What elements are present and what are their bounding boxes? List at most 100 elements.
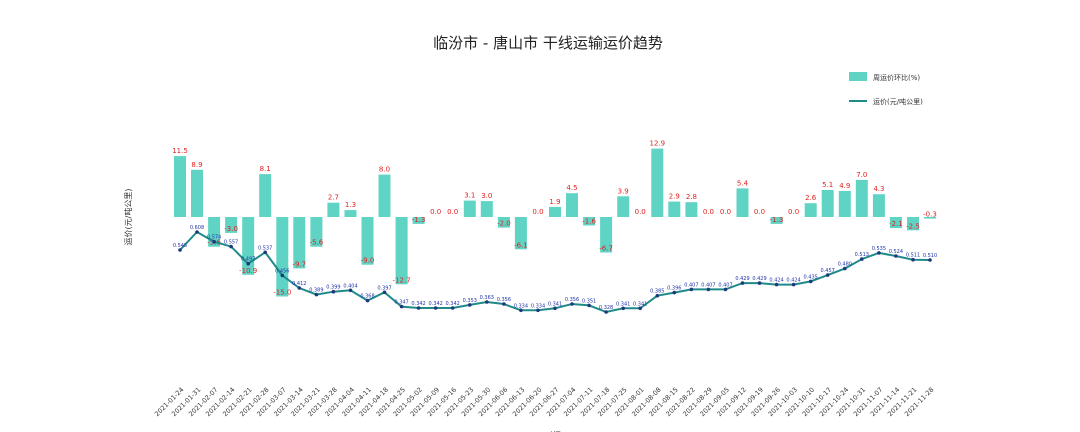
- line-point-label: 0.342: [411, 301, 425, 307]
- bar-label: -9.0: [361, 257, 375, 265]
- price-line: [179, 230, 931, 314]
- bar-label: 2.8: [686, 193, 697, 201]
- line-point-label: 0.510: [923, 253, 937, 259]
- bar-label: 4.9: [839, 182, 850, 190]
- bar: [549, 206, 561, 217]
- bar: [225, 217, 238, 233]
- line-point: [672, 290, 677, 295]
- bar-label: -2.5: [906, 222, 920, 230]
- bar: [293, 217, 306, 269]
- bar: [276, 217, 289, 297]
- line-point: [587, 303, 591, 308]
- bar: [651, 148, 664, 217]
- bar: [821, 190, 834, 217]
- bar-label: 3.1: [464, 192, 475, 200]
- line-point-label: 0.424: [769, 278, 783, 284]
- line-point-label: 0.407: [701, 282, 715, 288]
- line-point: [416, 306, 421, 310]
- line-point: [825, 273, 830, 277]
- line-point: [928, 258, 932, 262]
- line-point-label: 0.396: [667, 286, 681, 292]
- line-point-label: 0.341: [548, 301, 562, 307]
- line-point: [519, 308, 523, 313]
- bar-label: -0.3: [923, 211, 937, 219]
- bar: [872, 194, 885, 217]
- bar: [855, 179, 868, 217]
- bar-label: 2.7: [328, 194, 339, 202]
- line-point-label: 0.429: [752, 276, 766, 282]
- line-point-label: 0.429: [735, 276, 749, 282]
- legend-bar-label: 周运价环比(%): [873, 73, 920, 82]
- line-point: [774, 282, 779, 287]
- line-point-label: 0.334: [514, 303, 528, 309]
- line-point: [450, 306, 455, 310]
- bar-label: 5.4: [737, 179, 749, 187]
- bar-label: 2.6: [805, 194, 817, 202]
- line-point-label: 0.524: [889, 249, 903, 255]
- line-point: [911, 257, 915, 262]
- legend: 周运价环比(%) 运价(元/吨公里): [849, 72, 923, 106]
- line-point-label: 0.356: [565, 297, 579, 303]
- bar-label: 8.9: [191, 161, 202, 169]
- bar-label: -2.0: [497, 220, 511, 228]
- line-point-label: 0.545: [173, 243, 187, 249]
- line-point: [638, 306, 642, 311]
- bar-label: 7.0: [856, 171, 867, 179]
- bar-data-labels: 11.58.9-5.6-3.0-10.98.1-15.0-9.7-5.62.71…: [172, 140, 937, 297]
- line-point-label: 0.407: [718, 282, 732, 288]
- line-point-label: 0.385: [650, 289, 664, 295]
- line-point: [229, 244, 233, 249]
- line-point: [314, 292, 319, 297]
- bar-label: -2.1: [889, 220, 903, 228]
- line-point: [877, 251, 881, 255]
- bar-label: -5.6: [310, 239, 324, 247]
- bar: [566, 193, 578, 217]
- bar: [395, 217, 408, 285]
- bar-label: -10.9: [239, 267, 257, 275]
- line-point-label: 0.389: [309, 288, 323, 294]
- line-point: [468, 303, 472, 307]
- line-point: [280, 273, 285, 278]
- line-point-label: 0.347: [394, 300, 408, 306]
- bar-label: 1.9: [549, 198, 560, 206]
- bar-label: 0.0: [430, 208, 441, 216]
- bar: [463, 200, 476, 217]
- bar: [770, 217, 783, 224]
- line-point: [348, 288, 353, 293]
- line-series: [178, 230, 932, 314]
- line-point: [365, 298, 370, 303]
- line-point: [894, 254, 898, 258]
- line-point: [485, 300, 489, 304]
- line-point: [246, 261, 250, 266]
- line-point-label: 0.328: [599, 305, 613, 311]
- line-point-label: 0.341: [616, 301, 630, 307]
- bar: [804, 203, 817, 217]
- line-point: [843, 266, 847, 271]
- line-point-label: 0.351: [582, 298, 596, 304]
- line-point-label: 0.537: [258, 245, 272, 251]
- bar: [583, 217, 596, 226]
- bar-label: 0.0: [788, 208, 799, 216]
- line-point: [536, 308, 540, 313]
- bar: [736, 188, 749, 217]
- bar: [327, 202, 340, 217]
- bar-label: -1.6: [582, 218, 596, 226]
- line-point-label: 0.397: [377, 285, 391, 291]
- bar-label: 4.3: [873, 185, 884, 193]
- bar-label: 1.3: [345, 201, 356, 209]
- line-point: [195, 230, 199, 234]
- line-point-label: 0.368: [360, 294, 374, 300]
- line-point: [433, 306, 438, 310]
- bar-label: -6.7: [599, 245, 613, 253]
- bar: [259, 174, 272, 217]
- line-point-label: 0.356: [497, 297, 511, 303]
- line-point: [808, 279, 813, 284]
- line-point-label: 0.404: [343, 283, 357, 289]
- bar-label: 0.0: [720, 208, 731, 216]
- bar: [361, 217, 374, 265]
- bar: [668, 201, 681, 217]
- line-point: [382, 290, 387, 295]
- bar-series: [174, 148, 936, 297]
- x-axis-ticks: 2021-01-242021-01-312021-02-072021-02-14…: [153, 386, 935, 418]
